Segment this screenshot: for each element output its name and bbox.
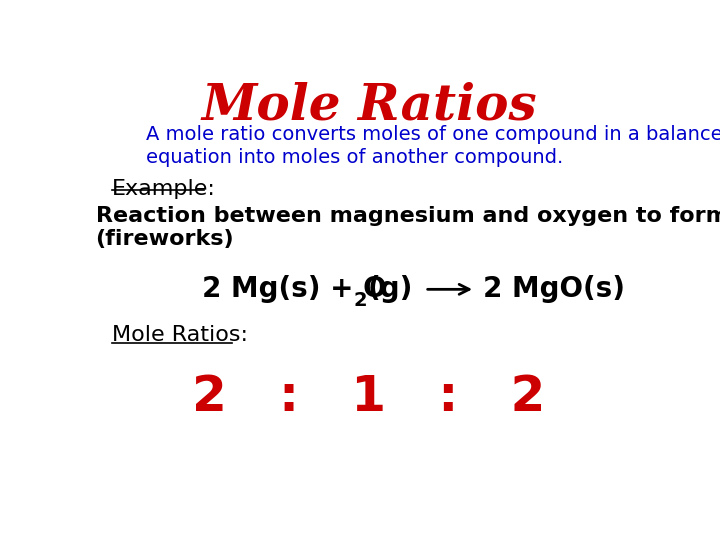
Text: (fireworks): (fireworks) <box>96 229 234 249</box>
Text: 2 Mg(s) + O: 2 Mg(s) + O <box>202 275 386 303</box>
Text: Mole Ratios:: Mole Ratios: <box>112 325 248 345</box>
Text: Mole Ratios: Mole Ratios <box>201 82 537 131</box>
Text: 2 MgO(s): 2 MgO(s) <box>483 275 626 303</box>
Text: 2   :   1   :   2: 2 : 1 : 2 <box>192 374 546 421</box>
Text: equation into moles of another compound.: equation into moles of another compound. <box>145 148 563 167</box>
Text: 2: 2 <box>354 291 367 310</box>
Text: Reaction between magnesium and oxygen to form magnesium oxide: Reaction between magnesium and oxygen to… <box>96 206 720 226</box>
Text: A mole ratio converts moles of one compound in a balanced chemical: A mole ratio converts moles of one compo… <box>145 125 720 144</box>
Text: (g): (g) <box>368 275 413 303</box>
Text: Example:: Example: <box>112 179 216 199</box>
